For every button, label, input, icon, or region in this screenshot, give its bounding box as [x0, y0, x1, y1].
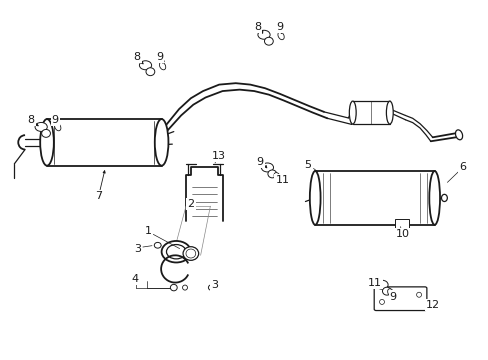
Text: 3: 3 [210, 280, 217, 291]
Text: 8: 8 [27, 115, 35, 125]
Text: 11: 11 [275, 175, 289, 185]
Ellipse shape [441, 194, 447, 202]
Ellipse shape [267, 170, 276, 178]
Text: 4: 4 [131, 274, 139, 284]
Text: 10: 10 [395, 229, 408, 239]
Text: 8: 8 [133, 52, 141, 62]
Text: 2: 2 [187, 199, 194, 210]
Ellipse shape [375, 280, 387, 289]
Text: 9: 9 [389, 292, 396, 302]
Ellipse shape [55, 123, 61, 131]
Ellipse shape [382, 287, 390, 295]
Ellipse shape [183, 247, 198, 260]
Text: 12: 12 [425, 300, 439, 310]
Ellipse shape [273, 172, 280, 180]
Ellipse shape [161, 241, 190, 262]
Ellipse shape [348, 101, 355, 124]
Ellipse shape [41, 130, 50, 137]
Text: 13: 13 [211, 150, 225, 161]
Ellipse shape [208, 285, 215, 291]
Ellipse shape [166, 244, 185, 259]
Ellipse shape [257, 30, 269, 39]
Text: 11: 11 [367, 278, 382, 288]
Ellipse shape [185, 249, 195, 258]
Ellipse shape [35, 122, 47, 131]
Text: 9: 9 [156, 52, 163, 62]
Ellipse shape [139, 61, 151, 70]
Ellipse shape [154, 242, 161, 248]
Ellipse shape [309, 171, 320, 225]
Ellipse shape [146, 68, 155, 76]
Text: 6: 6 [459, 162, 466, 172]
Text: 5: 5 [304, 159, 311, 170]
Text: 9: 9 [256, 157, 263, 167]
Ellipse shape [387, 289, 393, 296]
Ellipse shape [454, 130, 462, 140]
Text: 3: 3 [134, 244, 141, 254]
Ellipse shape [386, 101, 392, 124]
Text: 7: 7 [95, 191, 102, 201]
Ellipse shape [170, 284, 177, 291]
Ellipse shape [261, 163, 273, 172]
Ellipse shape [159, 62, 165, 70]
Ellipse shape [155, 119, 168, 166]
Ellipse shape [264, 37, 273, 45]
Ellipse shape [182, 285, 187, 290]
Ellipse shape [40, 119, 54, 166]
Text: 9: 9 [276, 22, 283, 32]
FancyBboxPatch shape [373, 287, 426, 311]
Ellipse shape [277, 32, 284, 40]
Text: 9: 9 [52, 115, 59, 125]
Ellipse shape [428, 171, 439, 225]
Text: 8: 8 [254, 22, 261, 32]
Ellipse shape [379, 300, 384, 305]
Text: 1: 1 [144, 226, 152, 236]
Bar [394, 220, 408, 229]
Ellipse shape [416, 292, 421, 297]
